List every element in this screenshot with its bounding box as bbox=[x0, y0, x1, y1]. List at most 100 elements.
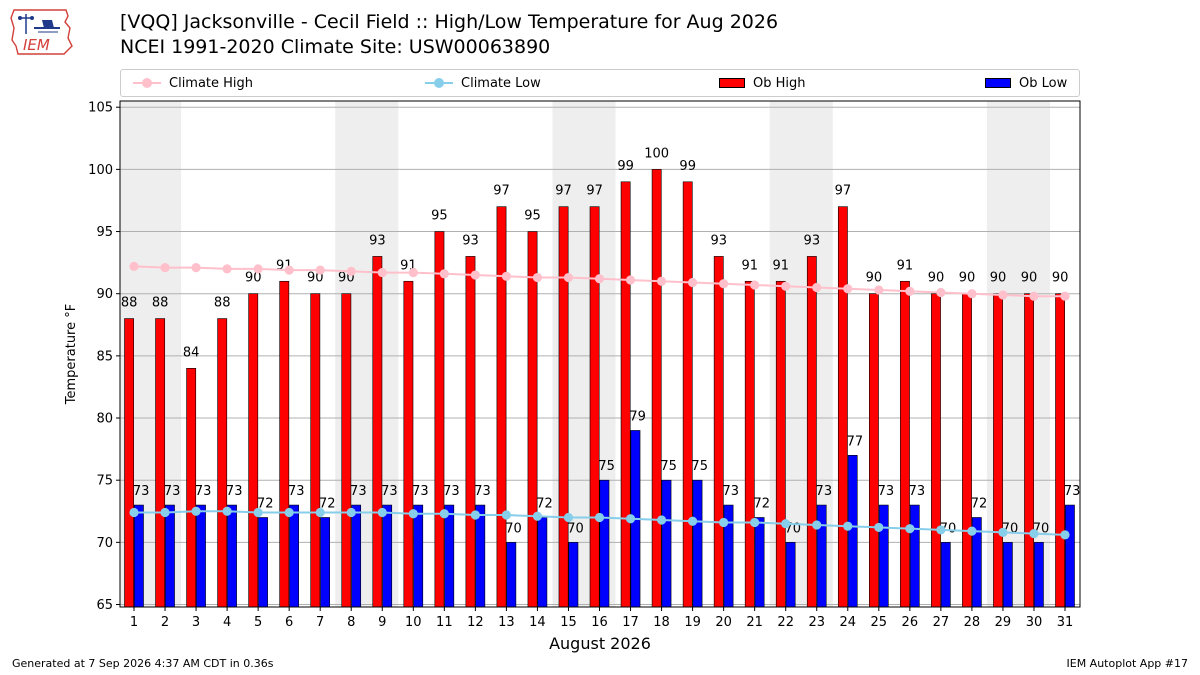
ob-low-bar bbox=[1065, 504, 1075, 608]
ob-high-value-label: 93 bbox=[369, 233, 386, 248]
ob-high-bar bbox=[527, 231, 538, 608]
climate-high-point bbox=[967, 289, 977, 299]
y-tick-label: 65 bbox=[96, 598, 113, 613]
y-axis-label: Temperature °F bbox=[64, 304, 79, 405]
ob-high-value-label: 91 bbox=[773, 258, 790, 273]
ob-low-bar bbox=[196, 504, 206, 608]
chart-legend: Climate High Climate Low Ob High Ob Low bbox=[120, 69, 1080, 97]
climate-low-point bbox=[812, 520, 822, 530]
y-tick-label: 105 bbox=[88, 101, 113, 116]
climate-low-point bbox=[998, 527, 1008, 538]
x-axis-label: August 2026 bbox=[549, 634, 651, 653]
ob-low-swatch-icon bbox=[985, 78, 1011, 88]
ob-high-value-label: 88 bbox=[121, 296, 138, 311]
ob-low-bar bbox=[692, 479, 703, 608]
x-tick-label: 8 bbox=[347, 615, 355, 630]
climate-high-point bbox=[625, 275, 636, 285]
chart-title-block: [VQQ] Jacksonville - Cecil Field :: High… bbox=[120, 10, 778, 60]
x-tick-label: 6 bbox=[285, 615, 293, 630]
ob-high-bar bbox=[217, 318, 228, 608]
iem-iowa-map-logo-icon: IEM bbox=[10, 9, 73, 55]
x-tick-label: 5 bbox=[254, 615, 262, 630]
climate-low-point bbox=[408, 509, 418, 519]
ob-high-value-label: 90 bbox=[1052, 271, 1069, 286]
climate-high-point bbox=[719, 279, 729, 289]
climate-low-point bbox=[532, 511, 543, 521]
climate-low-point bbox=[563, 512, 574, 523]
climate-high-point bbox=[346, 266, 356, 276]
climate-high-point bbox=[656, 276, 667, 286]
climate-high-point bbox=[408, 267, 418, 278]
climate-low-point bbox=[129, 507, 139, 518]
ob-high-bar bbox=[682, 181, 693, 608]
ob-high-value-label: 88 bbox=[152, 296, 169, 311]
climate-low-point bbox=[719, 517, 729, 528]
y-tick-label: 75 bbox=[96, 474, 113, 489]
legend-label-climate-low: Climate Low bbox=[461, 75, 541, 91]
ob-low-bar bbox=[785, 542, 796, 608]
climate-low-point bbox=[905, 524, 915, 534]
ob-high-bar bbox=[837, 206, 848, 608]
ob-high-value-label: 90 bbox=[1021, 271, 1038, 286]
climate-low-point bbox=[284, 507, 294, 518]
ob-low-value-label: 73 bbox=[288, 484, 305, 499]
x-tick-label: 22 bbox=[777, 615, 794, 630]
climate-low-point bbox=[656, 515, 667, 525]
climate-high-point bbox=[843, 284, 853, 294]
x-tick-label: 15 bbox=[560, 615, 577, 630]
ob-high-bar bbox=[620, 181, 631, 608]
climate-high-point bbox=[160, 262, 170, 273]
x-tick-label: 19 bbox=[684, 615, 701, 630]
ob-high-bar bbox=[279, 280, 290, 608]
climate-high-point bbox=[688, 277, 698, 288]
ob-high-value-label: 90 bbox=[959, 271, 976, 286]
ob-low-bar bbox=[382, 504, 393, 608]
ob-high-bar bbox=[496, 206, 507, 608]
ob-low-value-label: 73 bbox=[878, 484, 895, 499]
ob-high-value-label: 99 bbox=[617, 159, 634, 174]
logo-text: IEM bbox=[23, 36, 50, 54]
ob-high-value-label: 99 bbox=[679, 159, 696, 174]
ob-low-bar bbox=[1002, 542, 1013, 608]
ob-low-bar bbox=[1033, 542, 1044, 608]
ob-low-bar bbox=[413, 504, 424, 608]
ob-low-value-label: 72 bbox=[753, 496, 770, 511]
x-tick-label: 25 bbox=[871, 615, 888, 630]
climate-low-point bbox=[377, 507, 387, 518]
ob-low-bar bbox=[599, 479, 610, 608]
climate-high-point bbox=[781, 281, 791, 291]
ob-high-bar bbox=[713, 256, 724, 608]
legend-item-climate-low: Climate Low bbox=[425, 70, 541, 96]
climate-high-point bbox=[812, 282, 822, 293]
ob-low-bar bbox=[816, 504, 827, 608]
x-tick-label: 2 bbox=[161, 615, 169, 630]
ob-high-value-label: 95 bbox=[431, 209, 448, 224]
chart-title: [VQQ] Jacksonville - Cecil Field :: High… bbox=[120, 11, 779, 33]
ob-high-bar bbox=[124, 318, 134, 608]
ob-high-value-label: 93 bbox=[462, 233, 479, 248]
iem-logo: IEM bbox=[8, 6, 74, 60]
ob-low-value-label: 70 bbox=[567, 521, 584, 536]
climate-high-point bbox=[129, 261, 139, 271]
ob-high-bar bbox=[1055, 293, 1065, 608]
climate-high-point bbox=[905, 286, 915, 296]
y-tick-label: 70 bbox=[96, 536, 113, 551]
x-tick-label: 11 bbox=[436, 615, 453, 630]
ob-low-value-label: 72 bbox=[536, 496, 553, 511]
x-tick-label: 13 bbox=[498, 615, 515, 630]
ob-high-value-label: 97 bbox=[555, 184, 572, 199]
climate-low-point bbox=[253, 507, 263, 518]
legend-item-ob-low: Ob Low bbox=[985, 70, 1067, 96]
climate-high-point bbox=[1029, 291, 1039, 301]
climate-high-point bbox=[191, 262, 201, 273]
x-tick-label: 20 bbox=[715, 615, 732, 630]
ob-high-value-label: 97 bbox=[586, 184, 603, 199]
ob-low-value-label: 72 bbox=[971, 496, 988, 511]
climate-high-point bbox=[532, 272, 543, 283]
generated-timestamp: Generated at 7 Sep 2026 4:37 AM CDT in 0… bbox=[12, 657, 274, 670]
plot-frame bbox=[119, 100, 1081, 608]
x-tick-label: 9 bbox=[378, 615, 386, 630]
ob-low-bar bbox=[165, 504, 175, 608]
ob-high-bar bbox=[310, 293, 321, 608]
ob-high-bar bbox=[155, 318, 166, 608]
